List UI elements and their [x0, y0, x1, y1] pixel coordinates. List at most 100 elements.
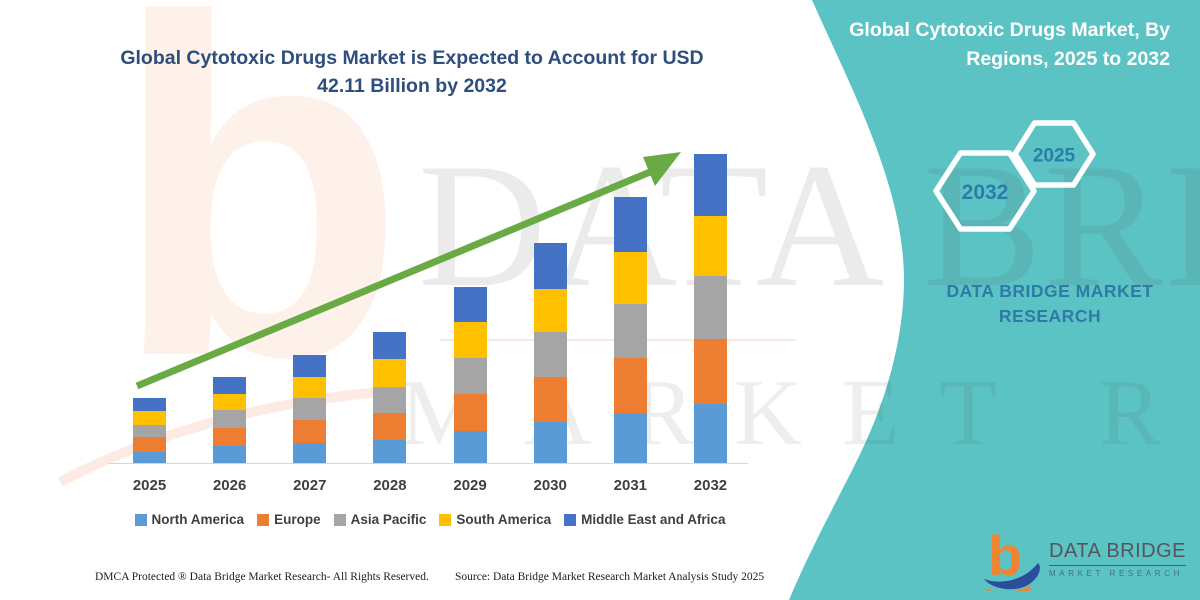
bar-segment-south-america-2030 — [533, 289, 567, 333]
stacked-bar-2030 — [533, 242, 567, 463]
legend-label: Asia Pacific — [350, 512, 427, 527]
bar-segment-europe-2026 — [213, 427, 247, 447]
legend-swatch-icon — [439, 513, 452, 526]
bar-segment-south-america-2028 — [373, 359, 407, 388]
bar-segment-asia-pacific-2027 — [293, 398, 327, 421]
bar-segment-europe-2028 — [373, 413, 407, 441]
logo-blue-swoosh — [984, 563, 1040, 590]
bar-segment-europe-2029 — [453, 394, 487, 431]
panel-brand: DATA BRIDGE MARKET RESEARCH — [900, 279, 1200, 330]
bar-segment-south-america-2031 — [613, 251, 647, 304]
bar-segment-north-america-2026 — [213, 446, 247, 463]
footer-dmca-text: DMCA Protected ® Data Bridge Market Rese… — [95, 571, 429, 583]
x-axis-line — [108, 463, 748, 464]
chart-title-line2: 42.11 Billion by 2032 — [317, 75, 507, 98]
bar-segment-europe-2025 — [133, 437, 166, 452]
chart-title-line1: Global Cytotoxic Drugs Market is Expecte… — [120, 47, 704, 69]
bar-segment-asia-pacific-2028 — [373, 387, 407, 414]
legend-swatch-icon — [333, 513, 346, 526]
chart-title: Global Cytotoxic Drugs Market is Expecte… — [62, 44, 762, 101]
bar-segment-middle-east-and-africa-2027 — [293, 355, 327, 378]
stacked-bar-2027 — [293, 355, 327, 463]
x-axis-label-2031: 2031 — [613, 477, 648, 494]
panel-title: Global Cytotoxic Drugs Market, By Region… — [830, 16, 1170, 75]
logo-title: DATA BRIDGE — [1049, 540, 1187, 566]
legend-label: South America — [456, 512, 552, 527]
bar-segment-europe-2031 — [613, 358, 647, 414]
legend-item-middle-east-and-africa: Middle East and Africa — [564, 512, 725, 527]
legend-label: Europe — [274, 512, 321, 527]
footer-source-text: Source: Data Bridge Market Research Mark… — [455, 571, 765, 583]
bar-segment-middle-east-and-africa-2025 — [133, 398, 166, 411]
bar-segment-north-america-2029 — [453, 430, 487, 463]
x-axis-label-2025: 2025 — [132, 477, 167, 494]
stacked-bar-2026 — [213, 377, 247, 463]
bar-segment-north-america-2027 — [293, 443, 327, 463]
bar-segment-middle-east-and-africa-2032 — [693, 153, 727, 217]
legend: North America Europe Asia Pacific South Ame… — [70, 512, 790, 527]
x-axis-label-2027: 2027 — [293, 477, 327, 494]
x-axis-label-2029: 2029 — [453, 477, 487, 494]
logo-b-glyph: b — [988, 527, 1022, 587]
x-axis-label-2028: 2028 — [373, 477, 407, 494]
teal-panel-path — [789, 0, 1200, 600]
bar-segment-north-america-2030 — [533, 421, 567, 463]
databridge-logo-text: DATA BRIDGE MARKET RESEARCH — [1049, 540, 1187, 578]
x-axis-label-2030: 2030 — [533, 477, 567, 494]
legend-item-south-america: South America — [439, 512, 551, 527]
legend-item-north-america: North America — [134, 512, 245, 527]
x-axis-label-2026: 2026 — [212, 477, 247, 494]
bar-segment-south-america-2025 — [133, 410, 166, 425]
stacked-bar-2028 — [373, 332, 407, 463]
stacked-bar-2025 — [133, 398, 166, 463]
legend-swatch-icon — [134, 513, 147, 526]
panel-title-line1: Global Cytotoxic Drugs Market, By — [849, 19, 1170, 41]
legend-item-asia-pacific: Asia Pacific — [333, 512, 427, 527]
legend-swatch-icon — [257, 513, 270, 526]
logo-subtitle: MARKET RESEARCH — [1049, 569, 1183, 578]
bar-segment-north-america-2025 — [133, 452, 166, 463]
panel-brand-line2: RESEARCH — [998, 306, 1102, 327]
bar-segment-south-america-2026 — [213, 394, 247, 411]
bar-segment-middle-east-and-africa-2031 — [613, 197, 647, 252]
panel-brand-line1: DATA BRIDGE MARKET — [946, 281, 1154, 301]
x-axis-label-2032: 2032 — [693, 477, 728, 494]
hexagon-2032 — [933, 150, 1037, 232]
hexagon-badges: 2032 2025 — [933, 120, 1096, 232]
databridge-logo: b DATA BRIDGE MARKET RESEARCH — [982, 527, 1187, 591]
bar-segment-europe-2030 — [533, 377, 567, 422]
bar-segment-north-america-2028 — [373, 440, 407, 463]
stacked-bar-2029 — [453, 286, 487, 463]
bar-segment-europe-2027 — [293, 420, 327, 444]
bar-segment-asia-pacific-2029 — [453, 358, 487, 395]
bar-segment-middle-east-and-africa-2029 — [453, 286, 487, 323]
bar-segment-middle-east-and-africa-2030 — [533, 242, 567, 290]
stacked-bar-2032 — [693, 153, 727, 463]
databridge-logo-icon: b — [982, 527, 1040, 591]
legend-swatch-icon — [564, 513, 577, 526]
bar-segment-europe-2032 — [693, 338, 727, 404]
bar-segment-north-america-2031 — [613, 413, 647, 463]
hexagon-2025-label: 2025 — [1033, 146, 1076, 167]
bar-segment-middle-east-and-africa-2026 — [213, 377, 247, 395]
legend-label: Middle East and Africa — [581, 512, 726, 527]
stacked-bar-2031 — [613, 197, 647, 463]
bar-segment-south-america-2029 — [453, 322, 487, 359]
legend-label: North America — [151, 512, 245, 527]
legend-item-europe: Europe — [257, 512, 321, 527]
bar-segment-north-america-2032 — [693, 403, 727, 463]
bar-segment-south-america-2032 — [693, 216, 727, 276]
bar-segment-south-america-2027 — [293, 377, 327, 399]
bar-segment-asia-pacific-2031 — [613, 303, 647, 359]
bar-segment-asia-pacific-2032 — [693, 275, 727, 339]
panel-title-line2: Regions, 2025 to 2032 — [966, 48, 1170, 71]
bar-segment-middle-east-and-africa-2028 — [373, 332, 407, 360]
bar-segment-asia-pacific-2026 — [213, 410, 247, 428]
hexagon-2032-label: 2032 — [962, 181, 1009, 204]
bar-segment-asia-pacific-2030 — [533, 332, 567, 378]
bar-segment-asia-pacific-2025 — [133, 424, 166, 438]
logo-orange-swoosh — [982, 586, 1032, 591]
hexagon-2025 — [1012, 120, 1096, 188]
